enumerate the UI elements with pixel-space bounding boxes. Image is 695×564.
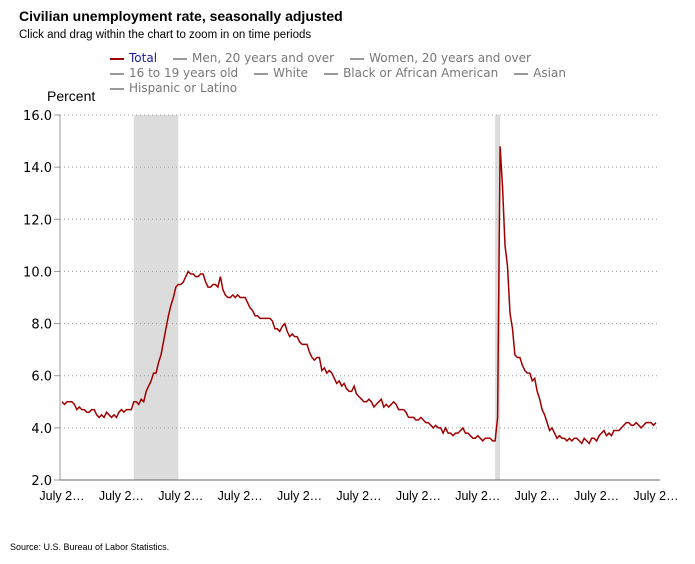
x-tick-label: July 2… xyxy=(39,489,84,503)
x-tick-label: July 2… xyxy=(574,489,619,503)
legend-label: Black or African American xyxy=(343,66,499,80)
legend-label: White xyxy=(273,66,309,80)
legend-swatch xyxy=(254,72,269,75)
x-tick-label: July 2… xyxy=(396,489,441,503)
y-tick-label: 12.0 xyxy=(23,213,52,228)
y-tick-label: 16.0 xyxy=(23,109,52,124)
legend-item[interactable]: Men, 20 years and over xyxy=(173,51,334,66)
series-line-total xyxy=(61,146,657,445)
chart-title: Civilian unemployment rate, seasonally a… xyxy=(19,8,343,24)
legend-item[interactable]: 16 to 19 years old xyxy=(110,66,238,81)
legend-swatch xyxy=(173,57,188,60)
x-tick-label: July 2… xyxy=(633,489,678,503)
legend-swatch xyxy=(110,72,124,75)
chart-subtitle: Click and drag within the chart to zoom … xyxy=(19,29,312,41)
legend-item[interactable]: Total xyxy=(110,51,157,66)
y-tick-label: 6.0 xyxy=(31,370,52,385)
legend-swatch xyxy=(350,57,365,60)
legend-label: Women, 20 years and over xyxy=(369,51,531,65)
y-tick-label: 10.0 xyxy=(23,265,52,280)
y-axis-label: Percent xyxy=(47,88,96,104)
legend-label: Asian xyxy=(533,66,566,80)
legend-label: Men, 20 years and over xyxy=(192,51,335,65)
x-tick-label: July 2… xyxy=(515,489,560,503)
legend-item[interactable]: Asian xyxy=(514,66,566,81)
legend-item[interactable]: White xyxy=(254,66,308,81)
source-note: Source: U.S. Bureau of Labor Statistics. xyxy=(10,542,170,552)
x-tick-label: July 2… xyxy=(218,489,263,503)
legend-item[interactable]: Black or African American xyxy=(324,66,498,81)
x-tick-label: July 2… xyxy=(99,489,144,503)
recession-shading xyxy=(133,115,179,480)
legend-swatch xyxy=(110,87,124,90)
recession-shading xyxy=(495,115,501,480)
x-tick-label: July 2… xyxy=(158,489,203,503)
legend-swatch xyxy=(324,72,339,75)
x-tick-label: July 2… xyxy=(336,489,381,503)
x-tick-label: July 2… xyxy=(277,489,322,503)
legend: Total Men, 20 years and over Women, 20 yea… xyxy=(110,51,630,96)
y-tick-label: 2.0 xyxy=(31,474,52,489)
legend-label: 16 to 19 years old xyxy=(129,66,239,80)
legend-label: Total xyxy=(129,51,158,65)
legend-swatch xyxy=(514,72,529,75)
y-tick-label: 8.0 xyxy=(31,318,52,333)
y-tick-label: 4.0 xyxy=(31,422,52,437)
x-tick-label: July 2… xyxy=(455,489,500,503)
y-tick-label: 14.0 xyxy=(23,161,52,176)
legend-item[interactable]: Women, 20 years and over xyxy=(350,51,531,66)
legend-item[interactable]: Hispanic or Latino xyxy=(110,81,237,96)
legend-swatch xyxy=(110,57,124,60)
legend-label: Hispanic or Latino xyxy=(129,81,238,95)
